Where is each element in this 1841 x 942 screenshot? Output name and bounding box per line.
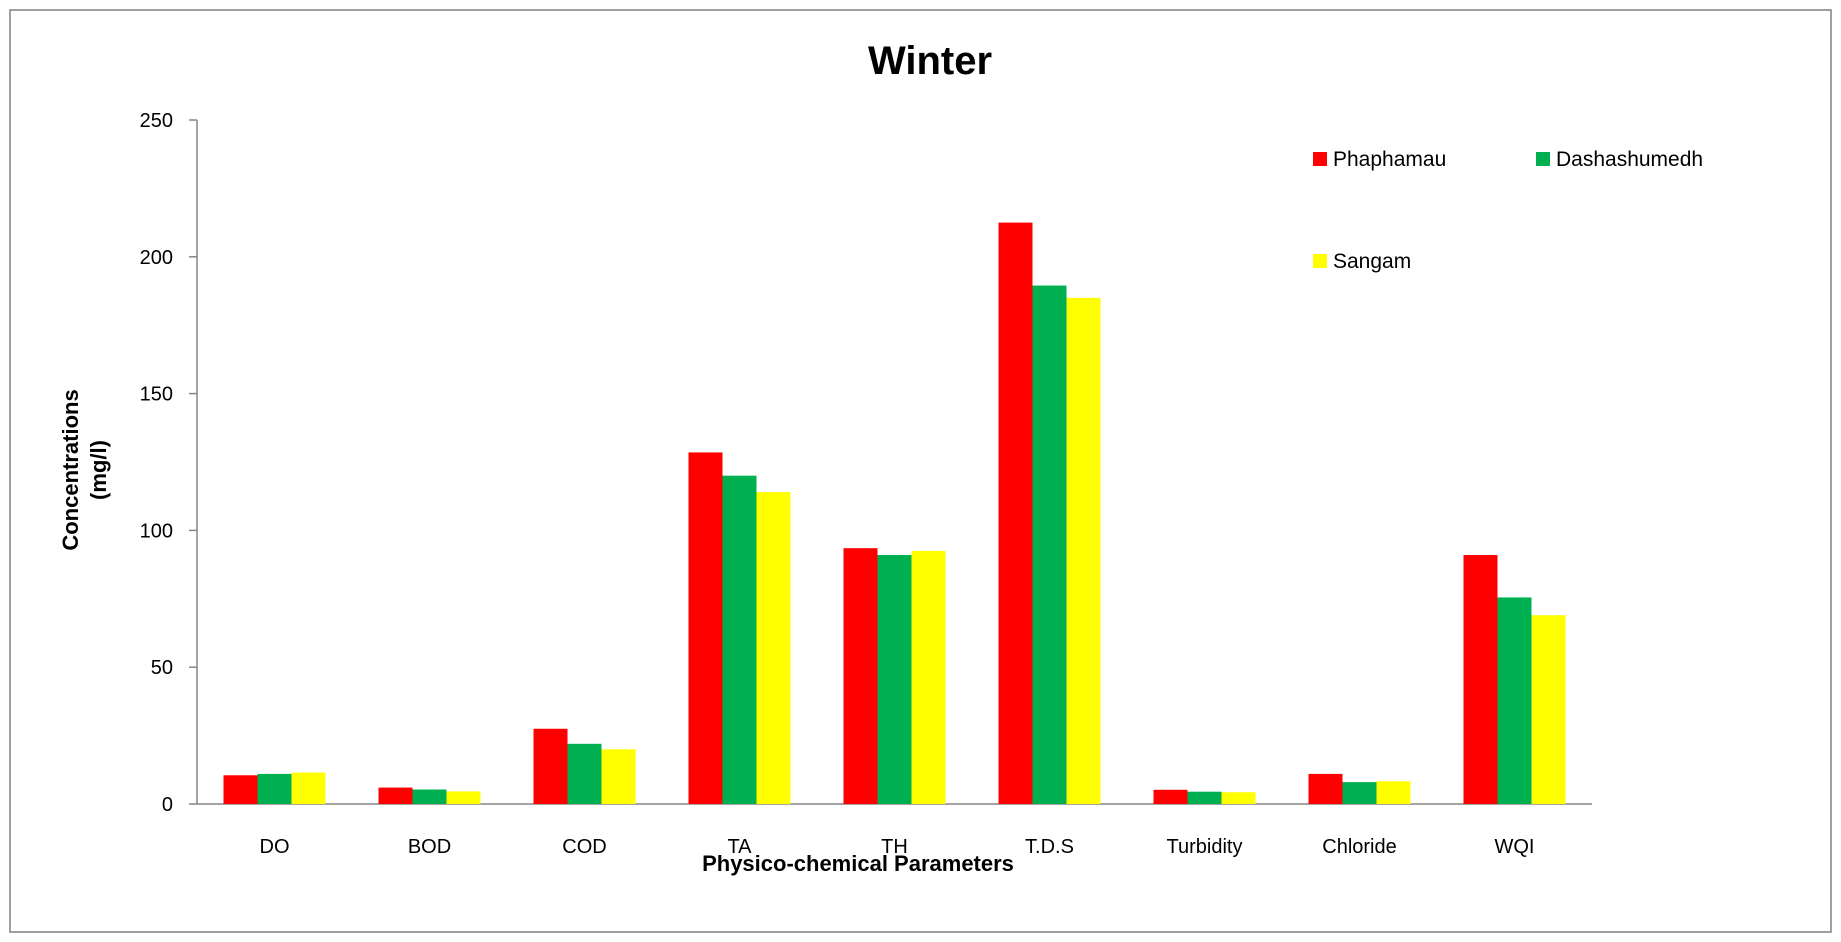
x-axis-ticks: DO BOD COD TA TH T.D.S Turbidity Chloride WQI [260,836,1535,858]
x-tick-label-1: BOD [408,836,451,858]
bar-sangam-cod [601,749,636,804]
bar-phaphamau-turbidity [1153,789,1188,804]
x-tick-label-5: T.D.S [1025,836,1074,858]
bar-dashashumedh-t-d-s [1032,285,1067,804]
x-tick-label-3: TA [727,836,752,858]
bar-sangam-bod [446,791,481,804]
bar-phaphamau-cod [533,728,568,804]
bar-sangam-turbidity [1221,792,1256,804]
legend-label-2: Sangam [1333,250,1411,273]
bar-sangam-ta [756,492,791,804]
bar-sangam-t-d-s [1066,297,1101,804]
bar-sangam-wqi [1531,615,1566,804]
bar-phaphamau-bod [378,787,413,804]
x-tick-label-8: WQI [1495,836,1535,858]
legend-swatch-1 [1536,152,1550,166]
bars [223,222,1566,805]
bar-phaphamau-chloride [1308,773,1343,804]
bar-dashashumedh-th [877,555,912,804]
legend-label-1: Dashashumedh [1556,148,1703,171]
bar-dashashumedh-do [257,773,292,804]
bar-phaphamau-wqi [1463,555,1498,804]
bar-sangam-do [291,772,326,804]
y-tick-label-5: 250 [140,110,173,132]
x-tick-label-0: DO [260,836,290,858]
x-tick-label-4: TH [881,836,908,858]
legend-swatch-0 [1313,152,1327,166]
y-tick-label-0: 0 [162,794,173,816]
legend-swatch-2 [1313,254,1327,268]
bar-dashashumedh-wqi [1497,597,1532,804]
y-tick-label-3: 150 [140,384,173,406]
y-tick-label-4: 200 [140,247,173,269]
y-tick-label-1: 50 [151,657,173,679]
bar-sangam-th [911,550,946,804]
legend-label-0: Phaphamau [1333,148,1446,171]
bar-phaphamau-do [223,775,258,804]
chart-title: Winter [868,39,992,83]
bar-dashashumedh-bod [412,789,447,804]
y-axis-title-line-2: (mg/l) [86,440,111,500]
bar-dashashumedh-ta [722,475,757,804]
bar-dashashumedh-turbidity [1187,791,1222,804]
y-tick-label-2: 100 [140,520,173,542]
bar-dashashumedh-cod [567,743,602,804]
bar-phaphamau-t-d-s [998,222,1033,805]
bar-phaphamau-th [843,548,878,804]
y-axis-ticks: 0 50 100 150 200 250 [140,110,197,816]
y-axis-title: Concentrations (mg/l) [58,389,111,550]
bar-phaphamau-ta [688,452,723,804]
x-tick-label-6: Turbidity [1167,836,1243,858]
x-tick-label-7: Chloride [1322,836,1396,858]
x-axis-title: Physico-chemical Parameters [702,851,1014,876]
legend: Phaphamau Dashashumedh Sangam [1313,148,1703,273]
bar-dashashumedh-chloride [1342,782,1377,804]
x-tick-label-2: COD [562,836,606,858]
y-axis-title-line-1: Concentrations [58,389,83,550]
bar-sangam-chloride [1376,781,1411,804]
